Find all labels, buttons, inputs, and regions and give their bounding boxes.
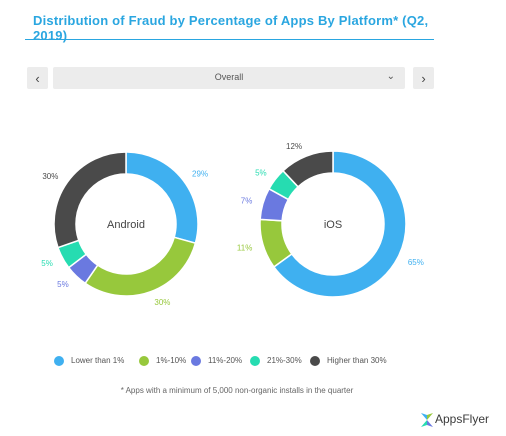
android-data-label-21-30: 5% bbox=[41, 259, 53, 268]
legend-swatch bbox=[139, 356, 149, 366]
android-data-label-lower-than-1: 29% bbox=[192, 170, 208, 179]
previous-button[interactable]: ‹ bbox=[27, 67, 48, 89]
android-slice-higher-than-30[interactable] bbox=[53, 151, 127, 249]
legend-swatch bbox=[250, 356, 260, 366]
logo-text: AppsFlyer bbox=[435, 412, 490, 426]
ios-data-label-11-20: 7% bbox=[241, 197, 253, 206]
legend-swatch bbox=[191, 356, 201, 366]
ios-data-label-21-30: 5% bbox=[255, 169, 267, 178]
category-select[interactable]: Overall ⌄ bbox=[53, 67, 405, 89]
android-slice-1-10[interactable] bbox=[84, 236, 197, 297]
legend-label: 1%-10% bbox=[156, 356, 187, 365]
footnote: * Apps with a minimum of 5,000 non-organ… bbox=[120, 386, 354, 395]
category-select-value: Overall bbox=[214, 72, 244, 82]
ios-data-label-1-10: 11% bbox=[237, 243, 252, 252]
legend-label: Lower than 1% bbox=[71, 356, 125, 365]
title-divider bbox=[25, 39, 434, 40]
ios-donut: 65% 11% 7% 5% 12% iOS bbox=[237, 142, 424, 298]
chevron-down-icon: ⌄ bbox=[386, 71, 395, 82]
legend-label: 11%-20% bbox=[208, 356, 243, 365]
ios-slice-higher-than-30[interactable] bbox=[281, 150, 334, 188]
ios-data-label-higher-than-30: 12% bbox=[286, 142, 302, 151]
ios-center-label: iOS bbox=[324, 219, 342, 231]
legend-swatch bbox=[54, 356, 64, 366]
android-data-label-1-10: 30% bbox=[154, 298, 170, 307]
android-data-label-11-20: 5% bbox=[57, 280, 69, 289]
android-center-label: Android bbox=[107, 219, 145, 231]
ios-data-label-lower-than-1: 65% bbox=[408, 258, 424, 267]
legend: Lower than 1% 1%-10% 11%-20% 21%-30% Hig… bbox=[54, 355, 454, 369]
appsflyer-logo-icon bbox=[421, 413, 433, 427]
next-button[interactable]: › bbox=[413, 67, 434, 89]
legend-label: 21%-30% bbox=[267, 356, 302, 365]
chevron-right-icon: › bbox=[421, 70, 426, 86]
legend-swatch bbox=[310, 356, 320, 366]
legend-label: Higher than 30% bbox=[327, 356, 387, 365]
ios-slice-lower-than-1[interactable] bbox=[272, 150, 407, 298]
android-donut: 29% 30% 5% 5% 30% Android bbox=[41, 151, 208, 307]
android-data-label-higher-than-30: 30% bbox=[42, 172, 58, 181]
appsflyer-logo: AppsFlyer bbox=[419, 409, 499, 431]
chevron-left-icon: ‹ bbox=[35, 70, 40, 86]
